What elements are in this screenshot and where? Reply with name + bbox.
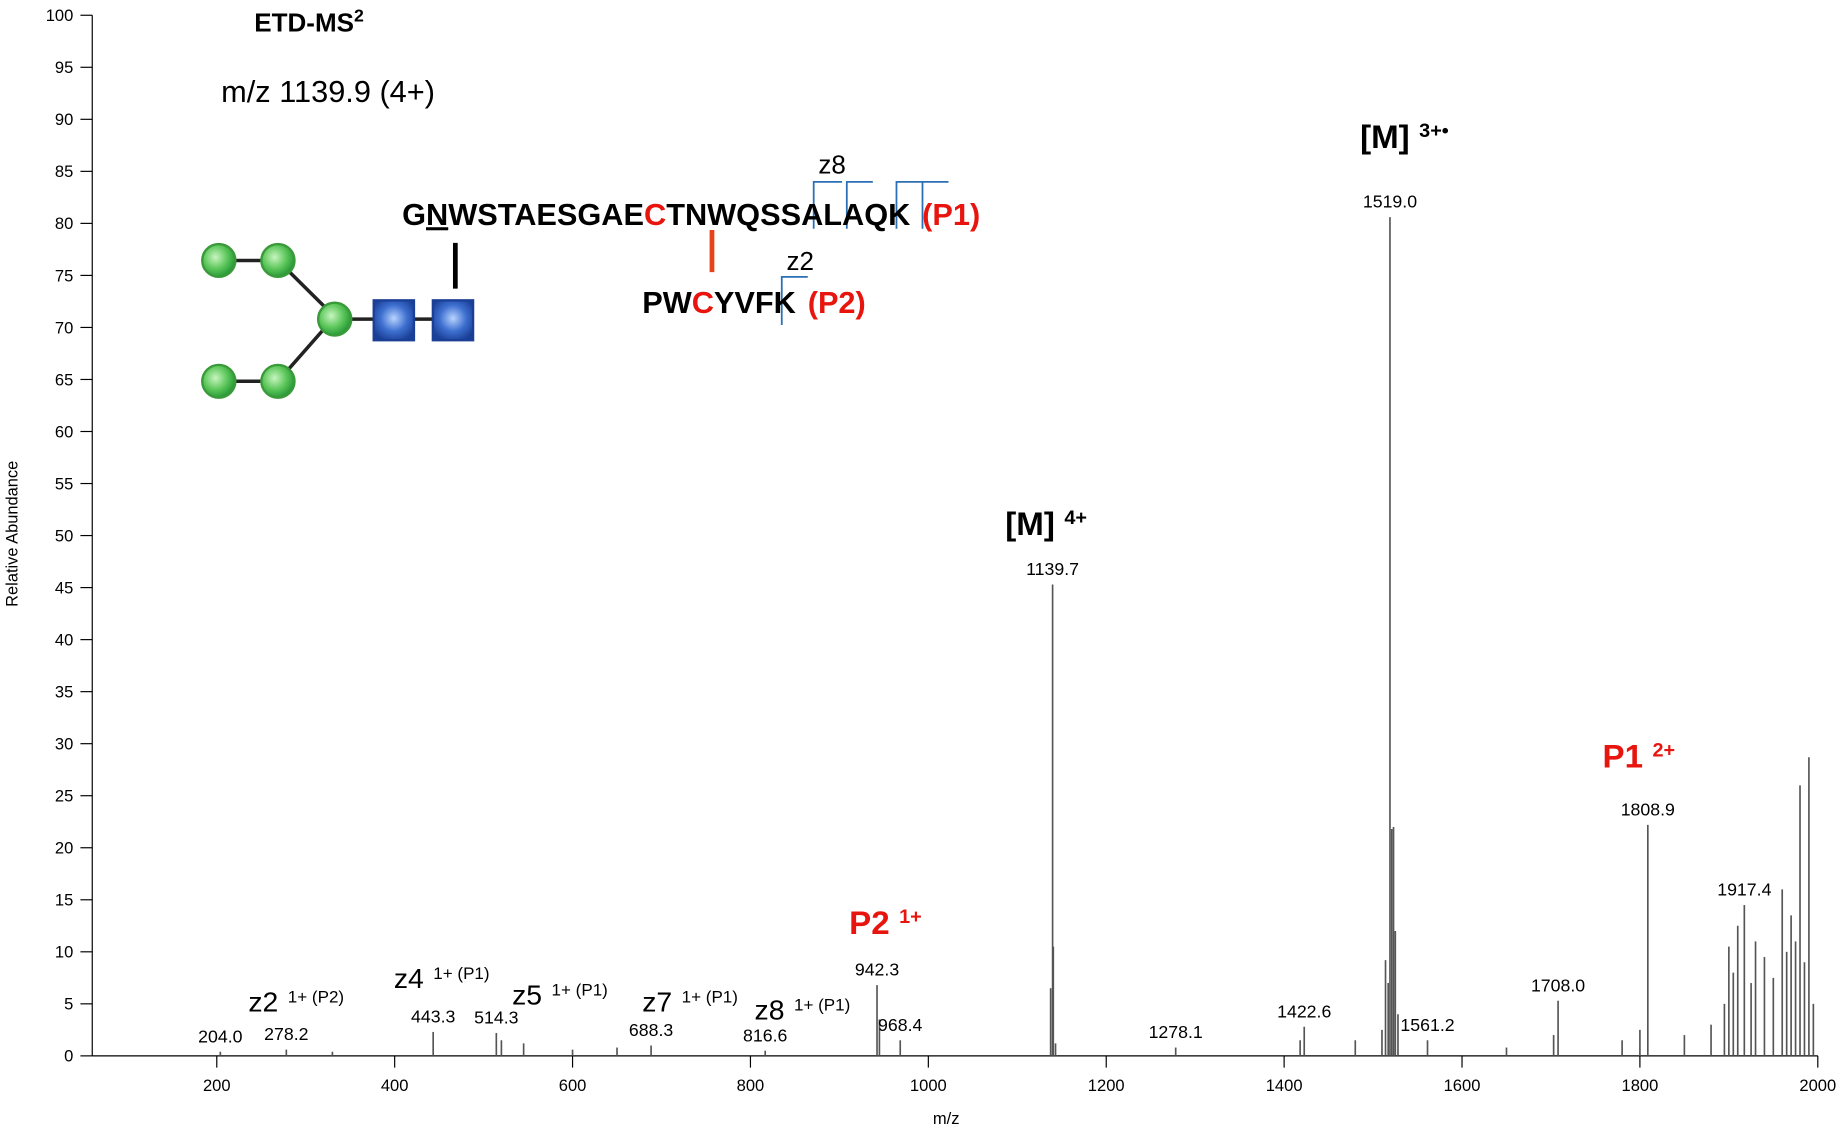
- y-tick-label: 95: [55, 59, 73, 77]
- peak-label: 942.3: [855, 960, 900, 980]
- peak-label: 1708.0: [1531, 975, 1585, 995]
- peak-label: 1808.9: [1621, 800, 1675, 820]
- y-tick-label: 70: [55, 319, 73, 337]
- annotation: P2 1+: [849, 904, 922, 941]
- fragment-label: z2: [786, 248, 813, 276]
- annotation-text: [M]: [1360, 118, 1410, 155]
- x-tick-label: 1600: [1444, 1077, 1481, 1095]
- fragment-label: z8: [818, 152, 845, 180]
- x-tick-label: 800: [737, 1077, 765, 1095]
- y-tick-label: 10: [55, 944, 73, 962]
- y-tick-label: 60: [55, 423, 73, 441]
- peak-label: 1561.2: [1400, 1015, 1454, 1035]
- y-tick-label: 100: [46, 7, 74, 25]
- y-tick-label: 15: [55, 892, 73, 910]
- annotation-sup: 3+•: [1419, 120, 1449, 142]
- x-axis-label: m/z: [933, 1110, 960, 1128]
- y-tick-label: 0: [64, 1048, 73, 1066]
- y-tick-label: 85: [55, 163, 73, 181]
- peak-label: 816.6: [743, 1025, 788, 1045]
- y-tick-label: 5: [64, 996, 73, 1014]
- x-tick-label: 600: [559, 1077, 587, 1095]
- y-tick-label: 50: [55, 527, 73, 545]
- annotation-sup: 1+: [899, 906, 922, 928]
- peak-label: 1519.0: [1363, 192, 1417, 212]
- peptide-segment: YVFK: [714, 286, 796, 320]
- x-tick-label: 200: [203, 1077, 231, 1095]
- y-tick-label: 45: [55, 580, 73, 598]
- peptide: GNWSTAESGAECTNWQSSALAQK (P1): [402, 198, 980, 232]
- peptide-segment: WSTAESGAE: [448, 198, 644, 232]
- annotation-sup: 1+ (P1): [794, 995, 850, 1014]
- peptide-label: (P1): [922, 198, 980, 232]
- annotation: [M] 4+: [1005, 505, 1087, 542]
- y-tick-label: 40: [55, 632, 73, 650]
- annotation-text: z4: [394, 962, 424, 994]
- peak-label: 1917.4: [1717, 880, 1771, 900]
- y-tick-label: 55: [55, 475, 73, 493]
- y-tick-label: 35: [55, 684, 73, 702]
- peptide-segment: C: [692, 286, 714, 320]
- title-sup: 2: [354, 6, 364, 26]
- annotation-sup: 1+ (P1): [682, 987, 738, 1006]
- peptide-segment: PW: [642, 286, 692, 320]
- peak-label: 688.3: [629, 1020, 674, 1040]
- y-tick-label: 90: [55, 111, 73, 129]
- y-tick-label: 65: [55, 371, 73, 389]
- x-tick-label: 1800: [1621, 1077, 1658, 1095]
- x-tick-label: 1200: [1088, 1077, 1125, 1095]
- peak-label: 968.4: [878, 1015, 923, 1035]
- x-tick-label: 400: [381, 1077, 409, 1095]
- x-tick-label: 1000: [910, 1077, 947, 1095]
- chart-title: ETD-MS2: [254, 6, 364, 38]
- peak-label: 1139.7: [1026, 559, 1079, 579]
- annotation: z7 1+ (P1): [642, 985, 738, 1017]
- peak-label: 1278.1: [1149, 1022, 1203, 1042]
- annotation: [M] 3+•: [1360, 118, 1449, 155]
- annotation-sup: 1+ (P1): [552, 980, 608, 999]
- annotation-text: z5: [512, 978, 542, 1010]
- peak-label: 204.0: [198, 1026, 243, 1046]
- annotation-text: z7: [642, 985, 672, 1017]
- y-tick-label: 80: [55, 215, 73, 233]
- subtitle: m/z 1139.9 (4+): [221, 75, 435, 109]
- peak-label: 514.3: [474, 1008, 519, 1028]
- annotation: z8 1+ (P1): [755, 994, 851, 1026]
- annotation-text: z8: [755, 994, 785, 1026]
- annotation-sup: 1+ (P1): [433, 963, 489, 982]
- fragment-brackets: [780, 180, 949, 325]
- y-axis-label: Relative Abundance: [4, 461, 22, 607]
- peptide-segment: N: [426, 198, 448, 232]
- annotation: z4 1+ (P1): [394, 962, 490, 994]
- annotation-text: P2: [849, 904, 889, 941]
- y-tick-label: 30: [55, 736, 73, 754]
- y-tick-label: 25: [55, 788, 73, 806]
- y-tick-label: 20: [55, 840, 73, 858]
- annotation-sup: 1+ (P2): [288, 987, 344, 1006]
- peptide-label: (P2): [808, 286, 866, 320]
- x-tick-label: 1400: [1266, 1077, 1303, 1095]
- annotation: P1 2+: [1603, 737, 1676, 774]
- peptide-segment: G: [402, 198, 426, 232]
- peptide: PWCYVFK (P2): [642, 286, 866, 320]
- peak-label: 443.3: [411, 1007, 456, 1027]
- title-text: ETD-MS: [254, 10, 354, 38]
- peak-label: 278.2: [264, 1024, 308, 1044]
- peak-label: 1422.6: [1277, 1001, 1331, 1021]
- annotation: z2 1+ (P2): [248, 985, 344, 1017]
- annotation: z5 1+ (P1): [512, 978, 608, 1010]
- peptide-segment: C: [644, 198, 666, 232]
- annotation-sup: 4+: [1064, 507, 1087, 529]
- y-tick-label: 75: [55, 267, 73, 285]
- annotation-sup: 2+: [1652, 739, 1675, 761]
- x-tick-label: 2000: [1799, 1077, 1836, 1095]
- annotation-text: z2: [248, 985, 278, 1017]
- annotation-text: [M]: [1005, 505, 1055, 542]
- peptide-segment: TNWQSSALAQK: [666, 198, 910, 232]
- glycan: [201, 242, 475, 399]
- annotation-text: P1: [1603, 737, 1643, 774]
